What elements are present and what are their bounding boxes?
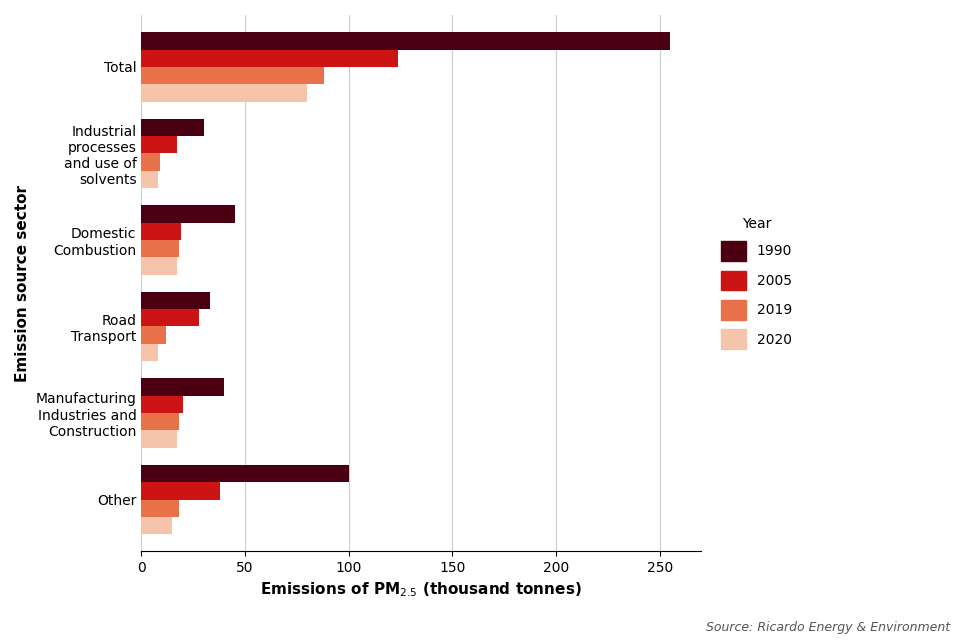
Bar [141,119,204,136]
Bar [141,171,157,188]
Legend: 1990, 2005, 2019, 2020: 1990, 2005, 2019, 2020 [714,211,799,356]
Bar [141,396,182,413]
Bar [141,326,166,344]
Bar [141,465,348,482]
Bar [141,413,179,430]
X-axis label: Emissions of PM$_{2.5}$ (thousand tonnes): Emissions of PM$_{2.5}$ (thousand tonnes… [260,580,582,600]
Bar [141,50,398,67]
Bar [141,430,177,447]
Bar [141,84,307,102]
Bar [141,292,209,309]
Bar [141,482,220,499]
Bar [141,136,177,154]
Bar [141,309,200,326]
Bar [141,67,324,84]
Bar [141,240,179,257]
Bar [141,223,180,240]
Bar [141,205,234,223]
Y-axis label: Emission source sector: Emission source sector [15,185,30,381]
Text: Source: Ricardo Energy & Environment: Source: Ricardo Energy & Environment [707,621,950,634]
Bar [141,154,160,171]
Bar [141,499,179,517]
Bar [141,517,173,534]
Bar [141,344,157,361]
Bar [141,378,225,396]
Bar [141,257,177,275]
Bar [141,32,670,50]
